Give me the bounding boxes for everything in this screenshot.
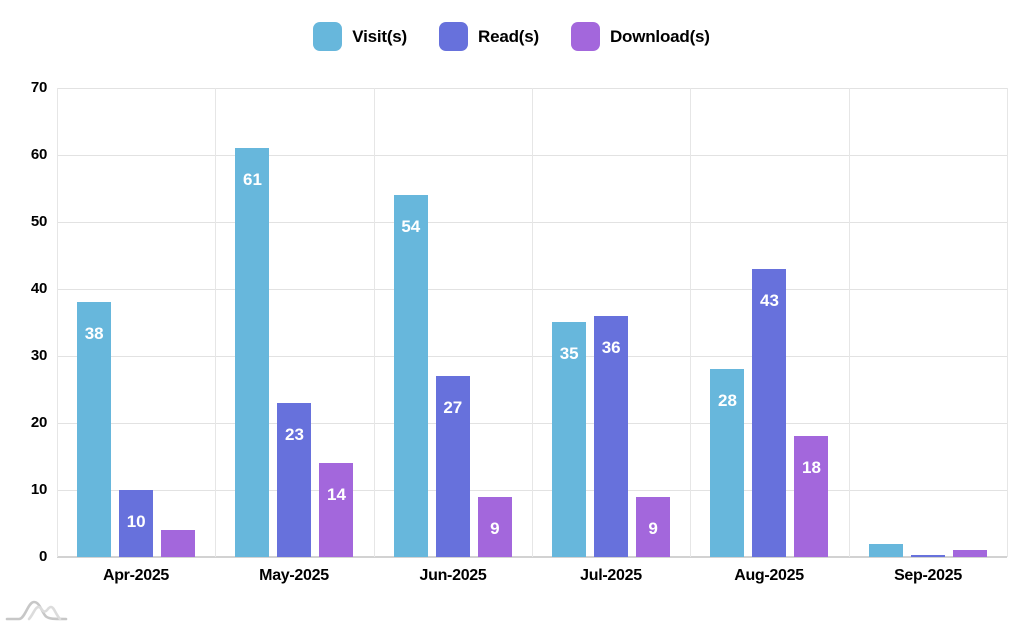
- legend-label: Read(s): [478, 26, 539, 46]
- bar-visit-s-apr-2025[interactable]: 38: [77, 302, 112, 557]
- gridline-x-5: [849, 88, 850, 557]
- y-tick-label-20: 20: [30, 414, 47, 431]
- gridline-x-2: [374, 88, 375, 557]
- legend-swatch-read-s: [439, 22, 469, 51]
- bar-value-label: 28: [718, 391, 737, 410]
- bar-value-label: 36: [601, 338, 621, 357]
- x-tick-label-may-2025: May-2025: [259, 567, 329, 584]
- legend-label: Visit(s): [352, 26, 408, 46]
- bar-read-s-jun-2025[interactable]: 27: [435, 376, 470, 557]
- bar-value-label: 38: [84, 324, 104, 343]
- bar-group-apr-2025: 38 10: [57, 88, 215, 557]
- y-tick-label-30: 30: [30, 347, 47, 364]
- bar-value-label: 10: [126, 512, 146, 531]
- bar-read-s-jul-2025[interactable]: 36: [594, 316, 629, 557]
- gridline-x-0: [57, 88, 58, 557]
- bar-download-s-jun-2025[interactable]: 9: [477, 497, 512, 557]
- bar-value-label: 23: [285, 425, 304, 444]
- bar-read-s-apr-2025[interactable]: 10: [119, 490, 154, 557]
- legend-label: Download(s): [609, 26, 710, 46]
- y-tick-label-70: 70: [30, 79, 47, 96]
- legend-item-read-s[interactable]: Read(s): [439, 22, 539, 51]
- bar-download-s-sep-2025[interactable]: [952, 550, 987, 557]
- x-tick-label-jul-2025: Jul-2025: [580, 567, 642, 584]
- bar-group-may-2025: 61 23 14: [215, 88, 373, 557]
- y-tick-label-10: 10: [30, 481, 47, 498]
- bar-visit-s-sep-2025[interactable]: [868, 544, 903, 557]
- plot-area: 38 10 61 23 14 54 27 9 35 36 9 28 43 18: [57, 88, 1008, 558]
- bar-group-sep-2025: [849, 88, 1007, 557]
- bar-download-s-may-2025[interactable]: 14: [319, 463, 354, 557]
- y-tick-label-0: 0: [38, 548, 47, 565]
- bar-value-label: 27: [443, 398, 463, 417]
- gridline-x-6: [1007, 88, 1008, 557]
- gridline-x-1: [215, 88, 216, 557]
- bar-read-s-aug-2025[interactable]: 43: [752, 269, 787, 557]
- bar-value-label: 9: [490, 519, 500, 538]
- bar-value-label: 35: [559, 344, 579, 363]
- chart-legend: Visit(s) Read(s) Download(s): [0, 22, 1023, 51]
- bar-download-s-jul-2025[interactable]: 9: [636, 497, 671, 557]
- bar-read-s-sep-2025[interactable]: [910, 555, 945, 557]
- legend-item-download-s[interactable]: Download(s): [570, 22, 710, 51]
- bar-read-s-may-2025[interactable]: 23: [277, 403, 312, 557]
- legend-swatch-visit-s: [313, 22, 343, 51]
- bar-value-label: 54: [401, 217, 421, 236]
- amcharts-logo-wave: [27, 605, 62, 621]
- gridline-x-4: [690, 88, 691, 557]
- x-tick-label-jun-2025: Jun-2025: [419, 567, 487, 584]
- bar-visit-s-may-2025[interactable]: 61: [235, 148, 270, 557]
- bar-visit-s-jun-2025[interactable]: 54: [393, 195, 428, 557]
- x-axis-line: [57, 556, 1007, 558]
- x-tick-label-apr-2025: Apr-2025: [102, 567, 170, 584]
- bar-download-s-aug-2025[interactable]: 18: [794, 436, 829, 557]
- amcharts-logo[interactable]: [5, 597, 69, 625]
- x-tick-label-aug-2025: Aug-2025: [734, 567, 804, 584]
- bar-group-aug-2025: 28 43 18: [690, 88, 848, 557]
- bar-visit-s-aug-2025[interactable]: 28: [710, 369, 745, 557]
- bar-value-label: 43: [760, 291, 779, 310]
- x-tick-label-sep-2025: Sep-2025: [894, 567, 962, 584]
- bar-visit-s-jul-2025[interactable]: 35: [552, 322, 587, 557]
- legend-swatch-download-s: [570, 22, 600, 51]
- bar-value-label: 14: [327, 485, 346, 504]
- y-tick-label-50: 50: [30, 213, 47, 230]
- y-tick-label-60: 60: [30, 146, 47, 163]
- gridline-x-3: [532, 88, 533, 557]
- bar-download-s-apr-2025[interactable]: [161, 530, 196, 557]
- bar-value-label: 61: [243, 170, 262, 189]
- bar-group-jul-2025: 35 36 9: [532, 88, 690, 557]
- bar-group-jun-2025: 54 27 9: [374, 88, 532, 557]
- y-tick-label-40: 40: [30, 280, 47, 297]
- legend-item-visit-s[interactable]: Visit(s): [313, 22, 407, 51]
- bar-value-label: 9: [648, 519, 658, 538]
- bar-value-label: 18: [802, 458, 821, 477]
